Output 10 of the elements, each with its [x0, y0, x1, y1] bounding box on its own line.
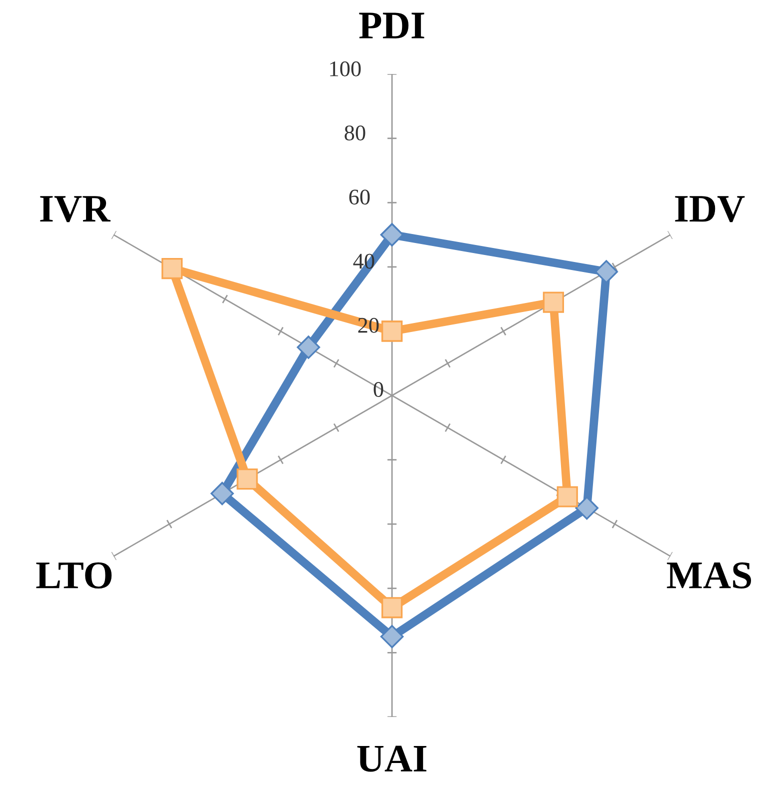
- y-tick-label: 0: [374, 382, 384, 397]
- y-tick-label: 60: [349, 190, 370, 205]
- y-tick-label: 80: [344, 125, 366, 140]
- spoke-label: IDV: [675, 196, 745, 222]
- spoke-label: IVR: [40, 196, 111, 222]
- spoke-label: MAS: [666, 562, 752, 589]
- spoke-label: LTO: [36, 562, 112, 589]
- spoke-label: PDI: [359, 12, 424, 38]
- y-tick-label: 100: [330, 61, 361, 76]
- spoke-label: UAI: [357, 746, 426, 772]
